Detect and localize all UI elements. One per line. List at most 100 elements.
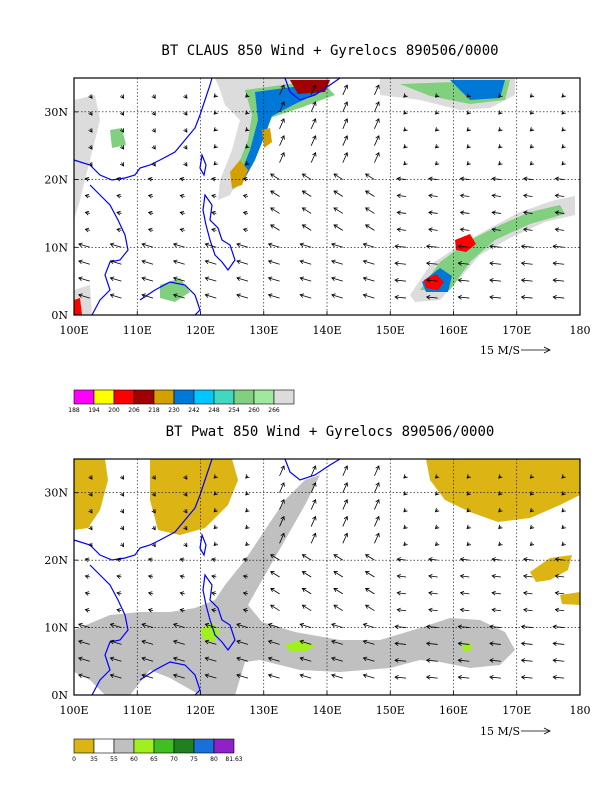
wind-vector	[458, 659, 470, 662]
wind-vector	[331, 640, 343, 645]
wind-vector-head	[403, 541, 408, 547]
wind-vector-head	[116, 608, 121, 613]
wind-vector-head	[141, 656, 146, 662]
coastline-philippines	[202, 193, 236, 272]
wind-vector-head	[459, 573, 465, 579]
chart-1-gridlines	[74, 78, 580, 315]
wind-vector-head	[78, 639, 83, 645]
wind-vector-head	[236, 259, 241, 265]
wind-vector	[342, 118, 348, 129]
chart-2-title: BT Pwat 850 Wind + Gyrelocs 890506/0000	[166, 424, 495, 440]
wind-vector-head	[428, 573, 433, 579]
chart-1-vector-scale: 15 M/S	[480, 344, 551, 357]
wind-vector-head	[179, 574, 185, 579]
wind-vector	[310, 101, 316, 113]
wind-vector-head	[301, 173, 307, 178]
chart-1-y-axis: 0N 10N 20N 30N	[44, 106, 78, 322]
wind-vector-head	[299, 259, 305, 265]
wind-vector-head	[245, 161, 250, 166]
wind-vector-head	[466, 144, 471, 149]
wind-vector	[342, 135, 348, 146]
wind-vector-head	[403, 127, 408, 132]
wind-vector	[363, 640, 375, 645]
wind-vector-head	[459, 607, 465, 613]
wind-vector-head	[394, 641, 399, 646]
cloud-s-2	[110, 128, 126, 148]
colorbar-swatch	[113, 738, 135, 754]
cloud-ne-core	[450, 80, 505, 100]
wind-vector-head	[394, 658, 399, 663]
wind-vector-head	[466, 541, 471, 547]
wind-vector-head	[280, 465, 285, 470]
wind-vector	[279, 101, 285, 113]
wind-vector-head	[245, 93, 250, 98]
wind-vector-head	[141, 293, 146, 298]
y-tick-label: 20N	[44, 554, 68, 567]
wind-vector-head	[403, 93, 408, 98]
wind-vector-head	[267, 656, 273, 662]
wind-vector	[460, 178, 470, 180]
wind-vector-head	[491, 176, 496, 182]
wind-vector-head	[425, 278, 431, 283]
wind-vector-head	[301, 190, 307, 195]
wind-vector	[205, 657, 217, 662]
wind-vector	[458, 296, 470, 299]
wind-vector-head	[529, 93, 535, 98]
wind-vector	[460, 575, 470, 578]
wind-vector-head	[561, 541, 566, 547]
wind-vector-head	[204, 293, 210, 298]
wind-vector	[365, 571, 375, 578]
wind-vector	[333, 571, 344, 578]
wind-vector	[342, 533, 348, 544]
wind-vector	[205, 277, 217, 282]
wind-vector-head	[172, 276, 178, 281]
x-tick-label: 170E	[502, 704, 531, 717]
wind-vector-head	[270, 571, 275, 576]
wind-vector	[331, 674, 343, 679]
chart-1-colorbar: 188 194 200 206 218 230 242 248 254 260 266	[68, 389, 295, 414]
wind-vector	[426, 245, 438, 248]
wind-vector-head	[172, 293, 178, 298]
wind-vector	[426, 642, 438, 645]
wind-vector-head	[179, 608, 185, 613]
wind-vector-head	[375, 482, 380, 487]
wind-vector-head	[280, 515, 285, 521]
wind-vector-head	[394, 624, 399, 630]
wind-vector	[489, 245, 501, 248]
coastline-japan	[284, 77, 341, 101]
wind-vector-head	[425, 658, 431, 663]
wind-vector-head	[394, 294, 399, 300]
wind-vector-head	[466, 491, 471, 496]
wind-vector-head	[434, 507, 440, 513]
wind-vector-head	[267, 673, 273, 678]
wind-vector-head	[552, 261, 557, 266]
wind-vector	[489, 296, 501, 299]
colorbar-swatch	[73, 389, 95, 405]
wind-vector-head	[466, 127, 471, 132]
colorbar-label: 248	[208, 407, 220, 414]
x-tick-label: 150E	[376, 704, 405, 717]
wind-vector-head	[78, 673, 83, 678]
chart-2-vector-scale-arrowhead	[543, 727, 551, 735]
wind-vector	[555, 178, 565, 180]
wind-vector-head	[236, 656, 241, 662]
wind-vector-head	[428, 176, 433, 182]
wind-vector-head	[522, 193, 528, 199]
wind-vector-head	[141, 259, 146, 265]
x-tick-label: 160E	[439, 324, 468, 337]
wind-vector-head	[459, 227, 465, 232]
wind-vector	[333, 173, 344, 180]
wind-vector-head	[109, 639, 115, 645]
wind-vector-head	[280, 532, 285, 538]
wind-vector-head	[183, 525, 188, 531]
wind-vector	[302, 224, 312, 231]
wind-vector	[458, 262, 470, 265]
wind-vector	[489, 262, 501, 265]
wind-vector	[78, 260, 90, 265]
wind-vector-head	[425, 294, 431, 300]
coastline-borneo	[139, 281, 201, 316]
wind-vector	[553, 676, 565, 679]
wind-vector-head	[78, 276, 83, 281]
wind-vector-head	[396, 590, 401, 596]
wind-vector-head	[242, 574, 248, 579]
